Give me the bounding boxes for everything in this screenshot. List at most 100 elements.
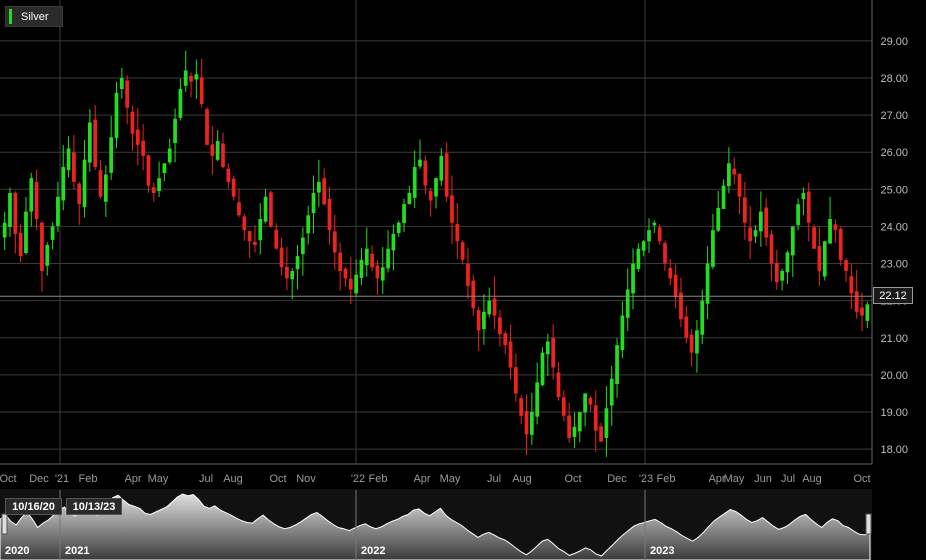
candle-body bbox=[82, 159, 87, 208]
candle-body bbox=[263, 196, 268, 222]
candle-body bbox=[391, 233, 396, 251]
candle-body bbox=[817, 245, 822, 271]
candle-body bbox=[593, 405, 598, 431]
candles bbox=[2, 50, 870, 457]
candle-body bbox=[780, 270, 784, 281]
candle-body bbox=[423, 160, 428, 186]
candle-body bbox=[396, 222, 401, 234]
candle-body bbox=[844, 260, 848, 271]
candle-body bbox=[306, 215, 311, 234]
candle-body bbox=[290, 270, 295, 280]
candle-body bbox=[316, 181, 321, 193]
candle-body bbox=[88, 122, 92, 163]
candle-body bbox=[24, 211, 28, 253]
candle-body bbox=[673, 274, 678, 297]
candle-body bbox=[838, 228, 843, 260]
candle-body bbox=[657, 227, 662, 242]
x-tick-label: Jul bbox=[781, 473, 795, 485]
x-tick-label: Apr bbox=[708, 473, 725, 485]
candle-body bbox=[338, 252, 343, 271]
x-tick-label: Jul bbox=[199, 473, 213, 485]
candle-body bbox=[641, 241, 646, 251]
candle-body bbox=[258, 219, 263, 241]
candle-body bbox=[801, 193, 806, 200]
candle-body bbox=[466, 263, 470, 286]
navigator-handle-left[interactable] bbox=[1, 513, 8, 535]
y-tick-label: 24.00 bbox=[880, 221, 908, 233]
legend-swatch bbox=[9, 9, 12, 24]
candle-body bbox=[221, 143, 225, 168]
candle-body bbox=[157, 178, 161, 191]
y-tick-label: 23.00 bbox=[880, 259, 908, 271]
candle-body bbox=[604, 408, 609, 438]
navigator[interactable]: 2020 2021 2022 2023 bbox=[0, 489, 872, 560]
candle-body bbox=[471, 280, 476, 309]
candle-body bbox=[61, 167, 66, 201]
navigator-handle-right[interactable] bbox=[865, 513, 872, 535]
candle-body bbox=[758, 211, 763, 232]
range-start[interactable]: 10/16/20 bbox=[5, 498, 62, 515]
candle-body bbox=[450, 195, 454, 223]
candle-body bbox=[130, 111, 135, 134]
navigator-year-label: 2023 bbox=[650, 545, 674, 557]
x-tick-label: Oct bbox=[564, 473, 581, 485]
candle-body bbox=[705, 263, 710, 304]
candle-body bbox=[769, 234, 774, 264]
last-price-tag: 22.12 bbox=[873, 287, 913, 304]
candle-body bbox=[455, 224, 460, 242]
candle-body bbox=[663, 243, 667, 264]
candle-body bbox=[386, 248, 390, 269]
candle-body bbox=[636, 248, 641, 269]
candle-body bbox=[375, 265, 380, 279]
range-end[interactable]: 10/13/23 bbox=[66, 498, 122, 515]
candle-body bbox=[524, 411, 529, 435]
candle-body bbox=[631, 263, 635, 294]
candle-body bbox=[269, 192, 273, 227]
candle-body bbox=[72, 152, 76, 182]
candle-body bbox=[577, 412, 582, 432]
candle-body bbox=[178, 89, 183, 118]
legend-label: Silver bbox=[21, 10, 49, 23]
x-tick-label: Nov bbox=[296, 473, 316, 485]
candle-body bbox=[114, 92, 119, 139]
x-tick-label: Aug bbox=[223, 473, 243, 485]
y-tick-label: 20.00 bbox=[880, 370, 908, 382]
x-tick-label: Feb bbox=[369, 473, 388, 485]
candle-body bbox=[535, 382, 540, 417]
candle-body bbox=[364, 248, 369, 266]
x-tick-label: '21 bbox=[55, 473, 69, 485]
candle-body bbox=[50, 226, 55, 240]
candle-body bbox=[285, 266, 289, 279]
candle-body bbox=[684, 316, 689, 338]
candle-body bbox=[572, 426, 577, 438]
x-tick-label: '23 bbox=[639, 473, 653, 485]
candle-body bbox=[620, 315, 625, 351]
candle-body bbox=[29, 178, 34, 212]
x-tick-label: Apr bbox=[124, 473, 141, 485]
candle-body bbox=[492, 298, 497, 316]
candle-body bbox=[103, 174, 108, 202]
candle-body bbox=[210, 144, 215, 156]
candle-body bbox=[732, 168, 737, 175]
candle-body bbox=[135, 129, 140, 145]
candle-body bbox=[183, 70, 188, 86]
y-tick-label: 25.00 bbox=[880, 184, 908, 196]
candle-body bbox=[540, 352, 545, 386]
candle-body bbox=[615, 345, 619, 384]
candle-body bbox=[295, 256, 300, 270]
candle-body bbox=[301, 237, 305, 255]
x-tick-label: Jun bbox=[754, 473, 772, 485]
candle-body bbox=[199, 77, 204, 104]
candle-body bbox=[583, 393, 587, 413]
candle-body bbox=[652, 222, 657, 226]
candle-body bbox=[482, 311, 486, 330]
candle-body bbox=[327, 198, 332, 231]
candle-body bbox=[311, 193, 316, 214]
candle-body bbox=[785, 252, 790, 273]
candle-body bbox=[141, 140, 145, 156]
candle-body bbox=[380, 267, 385, 281]
x-tick-label: Oct bbox=[0, 473, 17, 485]
legend[interactable]: Silver bbox=[5, 6, 63, 27]
candle-body bbox=[503, 333, 508, 346]
candle-body bbox=[519, 398, 524, 416]
